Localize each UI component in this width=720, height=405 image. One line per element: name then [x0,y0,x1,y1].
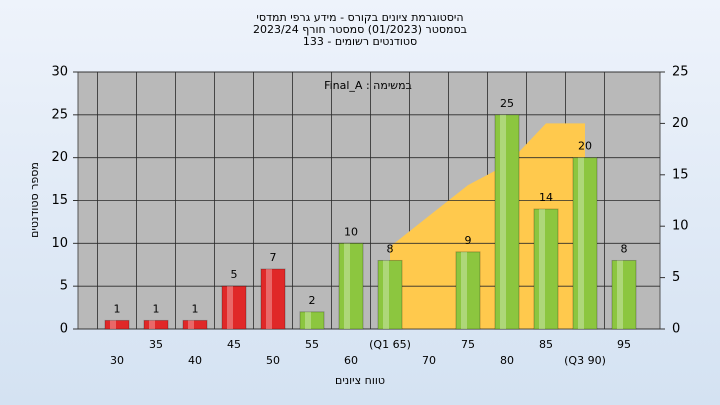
y-tick-label: 20 [51,150,68,165]
value-label: 1 [153,302,160,315]
y-axis-label: מספר סטודנטים [28,162,41,238]
bar [494,114,520,330]
x-axis-label: טווח ציונים [335,374,385,387]
bar-shine [578,157,584,329]
bar [260,268,286,330]
bar [611,259,637,330]
y-tick-label: 5 [60,279,68,294]
x-tick-label: (Q1 65) [369,338,411,351]
bar-shine [461,251,467,329]
bar-shine [344,243,350,329]
value-label: 20 [578,140,592,153]
value-label: 9 [465,234,472,247]
bar [143,319,169,330]
bar [221,285,247,330]
x-tick-label: 60 [344,354,358,367]
x-tick-label: 50 [266,354,280,367]
x-tick-label: 70 [422,354,436,367]
chart-title: היסטוגרמת ציונים בקורס - מידע גרפי תמדסי [256,11,463,24]
value-label: 8 [387,242,394,255]
x-tick-label: 30 [110,354,124,367]
bar [455,251,481,330]
x-tick-label: 95 [617,338,631,351]
bar [377,259,403,330]
y2-tick-label: 0 [672,322,680,337]
value-label: 1 [192,302,199,315]
bar-shine [617,260,623,329]
bar-shine [266,269,272,329]
bar [572,157,598,330]
x-tick-label: 80 [500,354,514,367]
bar-shine [149,320,155,329]
value-label: 5 [231,268,238,281]
bar-shine [539,209,545,329]
y2-tick-label: 20 [672,116,689,131]
x-tick-label: 45 [227,338,241,351]
bar-shine [305,311,311,329]
y-tick-label: 30 [51,65,68,80]
y2-tick-label: 15 [672,167,689,182]
x-tick-label: (Q3 90) [564,354,606,367]
chart-subtitle: סטודנטים רשומים - 133 [303,35,417,48]
y-tick-label: 15 [51,193,68,208]
y2-tick-label: 10 [672,219,689,234]
value-label: 10 [344,225,358,238]
x-tick-label: 40 [188,354,202,367]
value-label: 25 [500,97,514,110]
x-tick-label: 75 [461,338,475,351]
y-tick-label: 0 [60,322,68,337]
y-tick-label: 25 [51,107,68,122]
chart-subtitle: בסמסטר (01/2023) סמסטר חורף 2023/24 [253,23,467,36]
y2-tick-label: 25 [672,65,689,80]
bar [338,242,364,330]
bar-shine [500,114,506,329]
value-label: 14 [539,191,553,204]
x-tick-label: 55 [305,338,319,351]
bar [104,319,130,330]
value-label: 8 [621,242,628,255]
x-tick-label: 85 [539,338,553,351]
bar-shine [383,260,389,329]
x-tick-label: 35 [149,338,163,351]
bar [533,208,559,330]
bar [182,319,208,330]
value-label: 1 [114,302,121,315]
bar-shine [227,286,233,329]
bar [299,311,325,330]
y-tick-label: 10 [51,236,68,251]
annotation: במשימה : Final_A [324,79,412,92]
bar-shine [188,320,194,329]
value-label: 2 [309,294,316,307]
value-label: 7 [270,251,277,264]
y2-tick-label: 5 [672,270,680,285]
bar-shine [110,320,116,329]
